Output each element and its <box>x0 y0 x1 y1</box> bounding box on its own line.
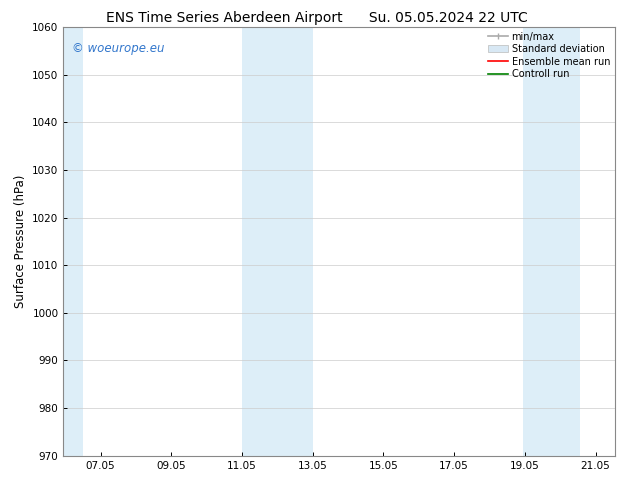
Bar <box>242 27 313 456</box>
Text: © woeurope.eu: © woeurope.eu <box>72 42 164 55</box>
Text: ENS Time Series Aberdeen Airport      Su. 05.05.2024 22 UTC: ENS Time Series Aberdeen Airport Su. 05.… <box>106 11 528 25</box>
Bar <box>63 27 83 456</box>
Bar <box>523 27 579 456</box>
Y-axis label: Surface Pressure (hPa): Surface Pressure (hPa) <box>14 174 27 308</box>
Legend: min/max, Standard deviation, Ensemble mean run, Controll run: min/max, Standard deviation, Ensemble me… <box>486 30 612 81</box>
